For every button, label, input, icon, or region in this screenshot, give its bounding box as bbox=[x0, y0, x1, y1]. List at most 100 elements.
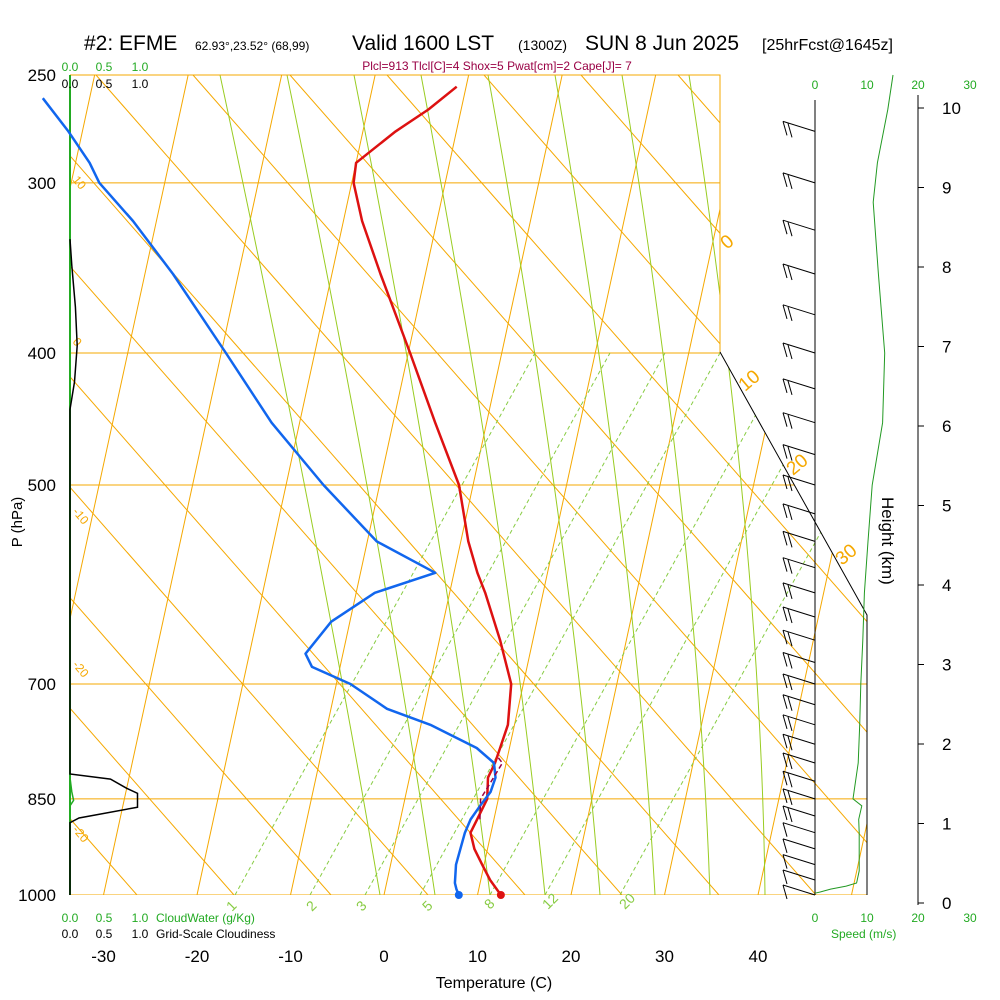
temperature-tick-label: -20 bbox=[185, 947, 210, 966]
wind-barb-flag bbox=[782, 854, 788, 869]
wind-barb-flag bbox=[782, 342, 788, 358]
isotherm-line bbox=[945, 75, 1000, 895]
mixing-ratio-label: 12 bbox=[539, 890, 561, 912]
wind-barb-flag bbox=[787, 773, 793, 788]
x-axis-label: Temperature (C) bbox=[436, 975, 552, 992]
moist-adiabat-line bbox=[353, 75, 491, 895]
pressure-tick-label: 850 bbox=[28, 790, 56, 809]
height-tick-label: 2 bbox=[942, 735, 951, 754]
cloudwater-scale-top: 0.5 bbox=[96, 60, 113, 74]
mixing-ratio-line bbox=[364, 352, 666, 895]
cloudiness-scale-bottom: 1.0 bbox=[132, 927, 149, 941]
dry-adiabat-line bbox=[386, 75, 867, 895]
wind-barb-flag bbox=[787, 696, 793, 711]
wind-barb bbox=[782, 854, 816, 866]
dewpoint-surface-point bbox=[454, 891, 463, 899]
thermo-background bbox=[70, 75, 1000, 895]
temperature-surface-point bbox=[496, 891, 505, 899]
isotherm-line bbox=[570, 75, 750, 895]
wind-barb-flag bbox=[787, 675, 793, 691]
wind-barb-flag bbox=[787, 807, 793, 823]
wind-barb-flag bbox=[782, 752, 788, 768]
pressure-tick-label: 250 bbox=[28, 66, 56, 85]
temperature-tick-label: 30 bbox=[655, 947, 674, 966]
dry-adiabat-line bbox=[70, 75, 720, 895]
wind-barb-flag bbox=[787, 505, 793, 520]
pressure-tick-label: 1000 bbox=[18, 886, 56, 905]
wind-barb bbox=[782, 752, 816, 764]
chart-title-valid: Valid 1600 LST bbox=[352, 32, 494, 55]
moist-adiabat-line bbox=[420, 75, 546, 895]
wind-barb-flag bbox=[782, 869, 788, 885]
moist-adiabat-line bbox=[219, 75, 381, 895]
temperature-tick-label: 40 bbox=[749, 947, 768, 966]
mixing-ratio-label: 8 bbox=[481, 895, 498, 912]
y-axis-label: P (hPa) bbox=[9, 497, 26, 548]
height-tick-label: 0 bbox=[942, 894, 951, 913]
wind-barb-flag bbox=[787, 632, 793, 647]
wind-barb bbox=[782, 770, 816, 782]
wind-barb bbox=[782, 582, 816, 594]
wind-barb-flag bbox=[787, 608, 793, 624]
height-tick-label: 5 bbox=[942, 497, 951, 516]
mixing-ratio-line bbox=[234, 352, 536, 895]
wind-barb-flag bbox=[782, 630, 788, 645]
dry-adiabat-line bbox=[192, 75, 867, 895]
isotherm-label: 20 bbox=[783, 450, 813, 480]
temperature-tick-label: -10 bbox=[278, 947, 303, 966]
mixing-ratio-line bbox=[619, 352, 867, 895]
wind-barb-flag bbox=[787, 716, 793, 731]
height-tick-label: 4 bbox=[942, 576, 951, 595]
height-tick-label: 8 bbox=[942, 258, 951, 277]
height-tick-label: 10 bbox=[942, 99, 961, 118]
cloudiness-line bbox=[69, 239, 139, 895]
moist-adiabat-line bbox=[688, 75, 766, 895]
mixing-ratio-line bbox=[309, 352, 611, 895]
cloudwater-scale-bottom: 0.5 bbox=[96, 911, 113, 925]
wind-barb bbox=[782, 530, 816, 542]
cloudwater-label: CloudWater (g/Kg) bbox=[156, 911, 255, 925]
wind-barb-flag bbox=[787, 414, 793, 429]
cloudiness-scale-top: 1.0 bbox=[132, 77, 149, 91]
wind-panel bbox=[782, 74, 894, 900]
cloud-panel bbox=[69, 239, 139, 895]
wind-barb bbox=[782, 503, 816, 515]
speed-scale-bottom: 20 bbox=[911, 911, 925, 925]
wind-barb bbox=[782, 733, 816, 745]
wind-barb-flag bbox=[782, 606, 788, 622]
mixing-ratio-line bbox=[419, 352, 721, 895]
speed-scale-top: 30 bbox=[963, 78, 977, 92]
wind-barb-flag bbox=[782, 557, 788, 572]
isotherm-line bbox=[196, 75, 376, 895]
wind-barb-flag bbox=[782, 220, 788, 235]
wind-barb bbox=[782, 304, 816, 316]
dry-adiabat-line bbox=[289, 75, 867, 895]
wind-barb-flag bbox=[782, 172, 788, 187]
wind-barb-flag bbox=[787, 559, 793, 574]
plot-border bbox=[70, 74, 721, 352]
wind-barb-flag bbox=[782, 304, 788, 319]
wind-barb bbox=[782, 629, 816, 641]
adiabat-label: -20 bbox=[70, 823, 92, 846]
wind-barb-flag bbox=[787, 306, 793, 321]
wind-barb bbox=[782, 694, 816, 706]
wind-barb-flag bbox=[787, 790, 793, 806]
wind-barb-flag bbox=[782, 694, 788, 709]
wind-barb-flag bbox=[782, 531, 788, 546]
height-tick-label: 3 bbox=[942, 656, 951, 675]
wind-barb-flag bbox=[787, 123, 793, 138]
temperature-tick-label: 10 bbox=[468, 947, 487, 966]
wind-barb-flag bbox=[787, 265, 793, 281]
mixing-ratio-label: 3 bbox=[353, 897, 370, 914]
pressure-tick-label: 400 bbox=[28, 344, 56, 363]
wind-barb-flag bbox=[782, 714, 788, 729]
chart-title-forecast: [25hrFcst@1645z] bbox=[762, 37, 893, 54]
wind-speed-line bbox=[814, 74, 894, 894]
isotherm-label: 30 bbox=[832, 540, 862, 570]
dry-adiabat-line bbox=[70, 75, 429, 895]
isotherm-label: 10 bbox=[735, 366, 765, 396]
wind-barb-flag bbox=[787, 533, 793, 548]
isotherm-line bbox=[477, 75, 657, 895]
dry-adiabat-line bbox=[969, 75, 1000, 895]
